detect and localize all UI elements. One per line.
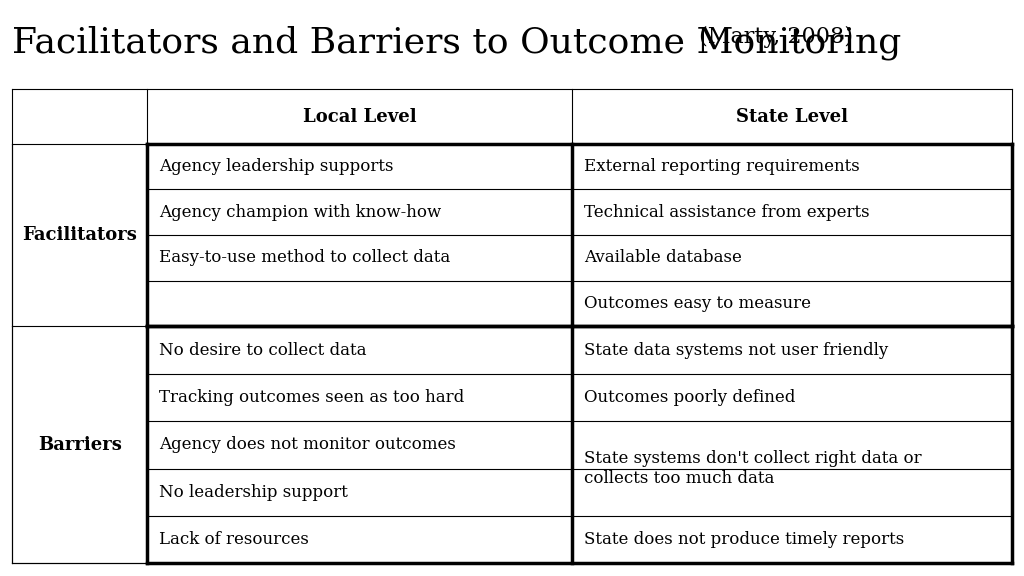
Text: Technical assistance from experts: Technical assistance from experts — [585, 204, 869, 221]
Text: Agency champion with know-how: Agency champion with know-how — [160, 204, 441, 221]
Text: No leadership support: No leadership support — [160, 484, 348, 501]
Text: State systems don't collect right data or
collects too much data: State systems don't collect right data o… — [585, 450, 922, 487]
Text: Lack of resources: Lack of resources — [160, 531, 309, 548]
Text: Available database: Available database — [585, 249, 742, 266]
Text: Facilitators and Barriers to Outcome Monitoring: Facilitators and Barriers to Outcome Mon… — [12, 26, 901, 60]
Text: Outcomes easy to measure: Outcomes easy to measure — [585, 295, 811, 312]
Text: External reporting requirements: External reporting requirements — [585, 158, 860, 175]
Text: Local Level: Local Level — [303, 108, 417, 126]
Text: Agency does not monitor outcomes: Agency does not monitor outcomes — [160, 436, 457, 453]
Text: State does not produce timely reports: State does not produce timely reports — [585, 531, 904, 548]
Text: Agency leadership supports: Agency leadership supports — [160, 158, 394, 175]
Text: Tracking outcomes seen as too hard: Tracking outcomes seen as too hard — [160, 389, 465, 406]
Text: State Level: State Level — [736, 108, 848, 126]
Text: State data systems not user friendly: State data systems not user friendly — [585, 342, 889, 358]
Text: Easy-to-use method to collect data: Easy-to-use method to collect data — [160, 249, 451, 266]
Text: Facilitators: Facilitators — [23, 226, 137, 244]
Text: No desire to collect data: No desire to collect data — [160, 342, 367, 358]
Text: (Marty, 2008): (Marty, 2008) — [692, 26, 853, 48]
Text: Outcomes poorly defined: Outcomes poorly defined — [585, 389, 796, 406]
Text: Barriers: Barriers — [38, 436, 122, 454]
